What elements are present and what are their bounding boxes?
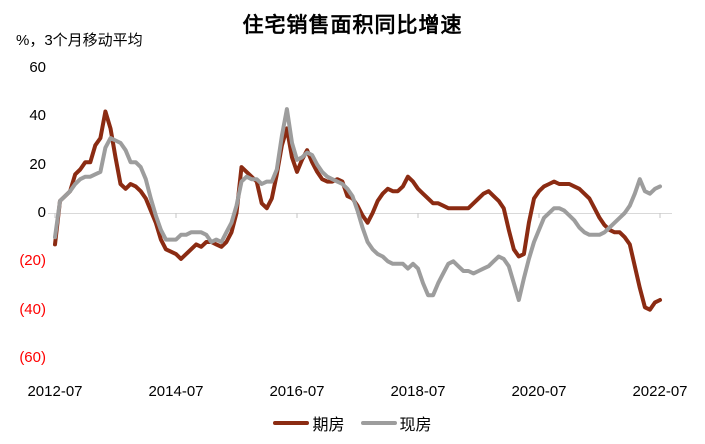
x-axis-tick-label: 2012-07 [27,383,83,400]
legend-line-swatch-xianfang [360,421,397,425]
y-axis-tick-label: 20 [29,155,46,173]
x-axis-tick-label: 2014-07 [148,383,204,400]
series-line-xianfang [53,107,662,302]
y-axis-unit-label: %，3个月移动平均 [16,32,143,49]
legend-item-qifang: 期房 [273,411,345,435]
y-axis-tick-label: (40) [19,300,46,318]
y-axis-tick-label: (60) [19,349,46,367]
x-axis-tick-label: 2018-07 [390,383,446,400]
y-axis-tick-label: (20) [19,252,46,270]
legend-label-xianfang: 现房 [399,417,432,434]
y-axis-tick-label: 0 [37,204,46,221]
legend-label-qifang: 期房 [312,417,345,434]
x-axis-tick-label: 2020-07 [511,383,567,400]
x-axis-tick-label: 2016-07 [269,383,325,400]
legend: 期房 现房 [0,411,705,435]
legend-item-xianfang: 现房 [360,411,432,435]
legend-line-swatch-qifang [273,421,310,425]
chart-title: 住宅销售面积同比增速 [242,14,463,37]
x-axis-tick-label: 2022-07 [632,383,688,400]
y-axis-tick-label: 40 [29,107,46,125]
y-axis-tick-label: 60 [29,58,46,76]
